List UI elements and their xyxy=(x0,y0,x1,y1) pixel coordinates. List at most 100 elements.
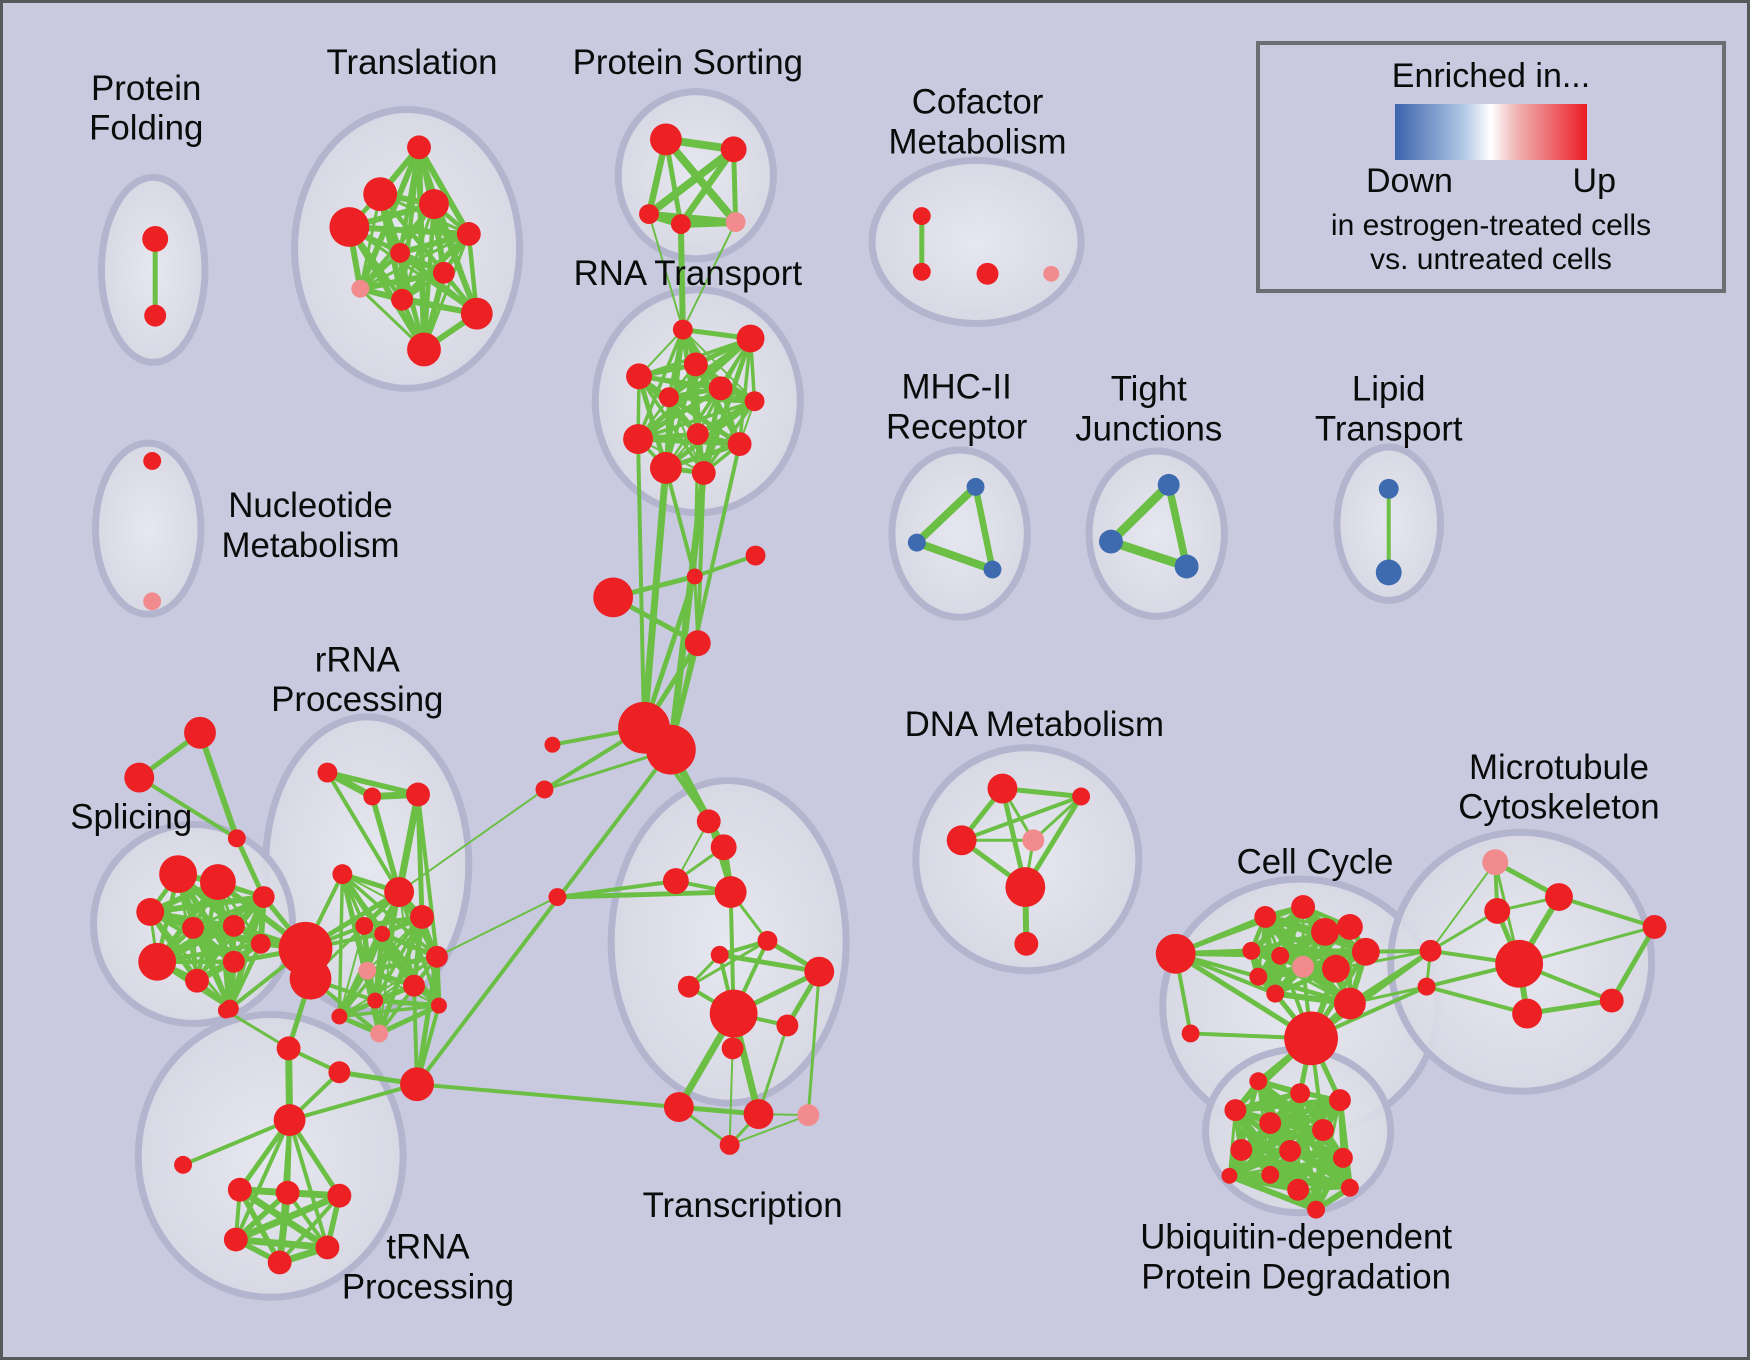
edge-r2-r5 xyxy=(369,793,402,895)
node-tr8 xyxy=(351,279,370,298)
cluster-label-rrna-processing-line1: rRNA xyxy=(315,640,401,679)
node-k10 xyxy=(1249,967,1268,986)
edge-spt2-spt3 xyxy=(137,775,239,841)
cluster-label-tight-junctions-line1: Tight xyxy=(1111,369,1187,408)
node-k8 xyxy=(1292,955,1315,978)
cluster-label-nucleotide-metabolism-line2: Metabolism xyxy=(221,526,399,565)
node-cn3 xyxy=(593,577,634,618)
legend-box: Enriched in... Down Up in estrogen-treat… xyxy=(1256,41,1726,293)
node-u11 xyxy=(1287,1178,1310,1201)
node-m0 xyxy=(276,1036,301,1061)
cluster-bubble-nucleotide-metabolism xyxy=(91,439,205,618)
node-x8 xyxy=(804,956,835,987)
edge-tj1-tj3 xyxy=(1164,481,1191,571)
node-mt2 xyxy=(1545,883,1573,911)
cluster-label-microtubule-cytoskeleton-line1: Microtubule xyxy=(1469,748,1649,787)
node-rt6 xyxy=(658,387,679,408)
edge-ps1-ps5 xyxy=(661,135,740,227)
edge-rt9-rt10 xyxy=(635,436,743,447)
cluster-label-cell-cycle-line1: Cell Cycle xyxy=(1237,842,1394,881)
node-nm1 xyxy=(143,452,162,470)
node-s1 xyxy=(159,855,198,894)
edge-tr4-tr11 xyxy=(346,224,427,353)
cluster-label-cofactor-metabolism-line2: Metabolism xyxy=(889,123,1067,162)
edge-s12-m0 xyxy=(224,1009,291,1050)
edge-rt12-hubB xyxy=(667,469,708,754)
node-ps4 xyxy=(670,214,691,234)
node-nm2 xyxy=(143,592,162,611)
node-s2 xyxy=(199,864,236,901)
edge-k9-b1 xyxy=(1334,949,1433,971)
legend-caption-line1: in estrogen-treated cells xyxy=(1330,209,1652,242)
node-h4 xyxy=(223,1227,248,1252)
edge-u3-u4 xyxy=(1232,1097,1343,1114)
node-r2 xyxy=(363,787,382,806)
edge-b1-mt3 xyxy=(1429,909,1499,953)
cluster-bubble-cofactor-metabolism xyxy=(868,156,1085,328)
node-u2 xyxy=(1290,1083,1311,1104)
edge-r4-r15 xyxy=(337,872,345,1019)
edge-x5-x4 xyxy=(554,889,734,900)
cluster-label-splicing-line1: Splicing xyxy=(70,798,192,837)
node-tr9 xyxy=(391,288,414,311)
node-s5 xyxy=(222,914,245,937)
legend-gradient-bar xyxy=(1395,104,1587,160)
edge-x8-x15 xyxy=(806,970,821,1117)
node-cf3 xyxy=(976,262,999,285)
node-r10 xyxy=(358,961,377,980)
edge-tr1-tr5 xyxy=(416,144,472,237)
cluster-bubble-mhc-ii-receptor xyxy=(888,446,1031,621)
node-tr3 xyxy=(419,189,449,220)
node-mt1 xyxy=(1482,849,1509,876)
cluster-bubble-trna-processing xyxy=(134,1011,407,1301)
node-mh3 xyxy=(983,560,1002,579)
node-x14 xyxy=(743,1099,774,1130)
edge-rt11-hubA xyxy=(640,464,670,732)
node-h3 xyxy=(327,1183,352,1208)
edge-rt8-cn1 xyxy=(693,432,700,578)
edge-r7-r14 xyxy=(376,914,425,1036)
node-x3 xyxy=(662,868,689,895)
edge-r16-x13 xyxy=(415,1082,681,1110)
node-x16 xyxy=(719,1134,740,1155)
edge-mh2-mh3 xyxy=(912,538,997,574)
cluster-label-ubiquitin-degradation-line1: Ubiquitin-dependent xyxy=(1140,1218,1452,1257)
edge-tj2-tj3 xyxy=(1106,537,1192,571)
node-ps1 xyxy=(649,123,682,156)
node-r6 xyxy=(355,916,374,935)
node-x6 xyxy=(757,930,778,951)
node-cn4 xyxy=(684,630,711,657)
node-x12 xyxy=(721,1037,744,1060)
node-u6 xyxy=(1312,1119,1334,1141)
edge-r5-r14 xyxy=(378,891,401,1035)
node-tr5 xyxy=(456,222,481,246)
node-cn5 xyxy=(544,736,561,753)
cluster-label-microtubule-cytoskeleton-line2: Cytoskeleton xyxy=(1458,788,1659,827)
node-k3 xyxy=(1311,917,1339,946)
cluster-label-ubiquitin-degradation-line2: Protein Degradation xyxy=(1141,1258,1451,1297)
node-k12 xyxy=(1333,987,1366,1020)
node-d1 xyxy=(987,773,1018,804)
node-r1 xyxy=(317,762,338,783)
edge-rt6-rt7 xyxy=(666,394,758,404)
edge-s9-s11 xyxy=(227,941,263,1011)
node-u1 xyxy=(1249,1072,1268,1091)
node-rt2 xyxy=(736,324,765,353)
cluster-label-mhc-ii-receptor-line1: MHC-II xyxy=(901,367,1011,406)
cluster-label-lipid-transport-line1: Lipid xyxy=(1352,369,1426,408)
edge-u8-u14 xyxy=(1288,1149,1352,1190)
cluster-label-rna-transport-line1: RNA Transport xyxy=(574,254,803,293)
node-r11 xyxy=(403,974,425,997)
node-cf1 xyxy=(912,207,931,226)
node-s3 xyxy=(136,898,165,926)
node-k13 xyxy=(1181,1024,1200,1043)
node-u3 xyxy=(1224,1099,1247,1122)
node-lt1 xyxy=(1378,478,1399,499)
node-r12 xyxy=(367,992,384,1009)
node-s4 xyxy=(182,916,204,939)
node-b1 xyxy=(1419,939,1442,962)
cluster-label-nucleotide-metabolism-line1: Nucleotide xyxy=(228,486,393,525)
cluster-label-lipid-transport-line2: Transport xyxy=(1315,409,1463,448)
node-th xyxy=(273,1104,306,1136)
node-s6 xyxy=(138,942,177,981)
